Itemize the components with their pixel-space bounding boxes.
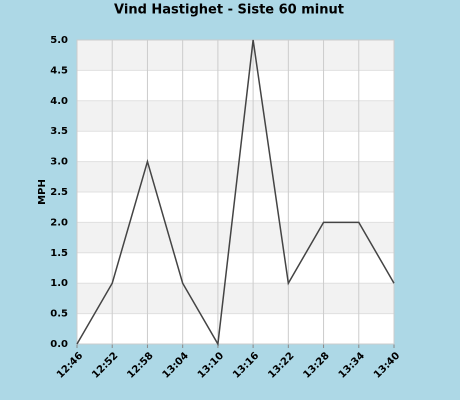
band xyxy=(77,222,394,253)
y-tick-label: 0.0 xyxy=(50,339,68,350)
band xyxy=(77,100,394,132)
y-tick-label: 2.0 xyxy=(50,217,68,228)
x-tick-label: 12:46 xyxy=(55,350,85,380)
x-tick-label: 12:58 xyxy=(125,350,155,380)
band xyxy=(77,40,394,71)
y-tick-label: 3.0 xyxy=(50,157,68,168)
x-tick-label: 13:34 xyxy=(337,350,367,380)
y-tick-label: 3.5 xyxy=(50,126,68,137)
chart-title: Vind Hastighet - Siste 60 minut xyxy=(114,3,344,18)
x-tick-label: 13:04 xyxy=(161,350,191,380)
x-tick-label: 13:22 xyxy=(266,350,296,380)
y-tick-label: 1.0 xyxy=(50,278,68,289)
x-tick-label: 13:10 xyxy=(196,350,226,380)
y-tick-label: 0.5 xyxy=(50,309,68,320)
x-tick-label: 12:52 xyxy=(90,350,120,380)
plot-border xyxy=(76,39,395,345)
x-tick-label: 13:16 xyxy=(231,350,261,380)
x-tick-label: 13:40 xyxy=(372,350,402,380)
band xyxy=(77,283,394,314)
y-tick-label: 1.5 xyxy=(50,248,68,259)
y-tick-label: 4.0 xyxy=(50,96,68,107)
y-tick-label: 2.5 xyxy=(50,187,68,198)
y-tick-label: 5.0 xyxy=(50,35,68,46)
y-tick-label: 4.5 xyxy=(50,65,68,76)
y-axis-label: MPH xyxy=(37,179,48,205)
line xyxy=(76,39,395,347)
x-tick-label: 13:28 xyxy=(302,350,332,380)
